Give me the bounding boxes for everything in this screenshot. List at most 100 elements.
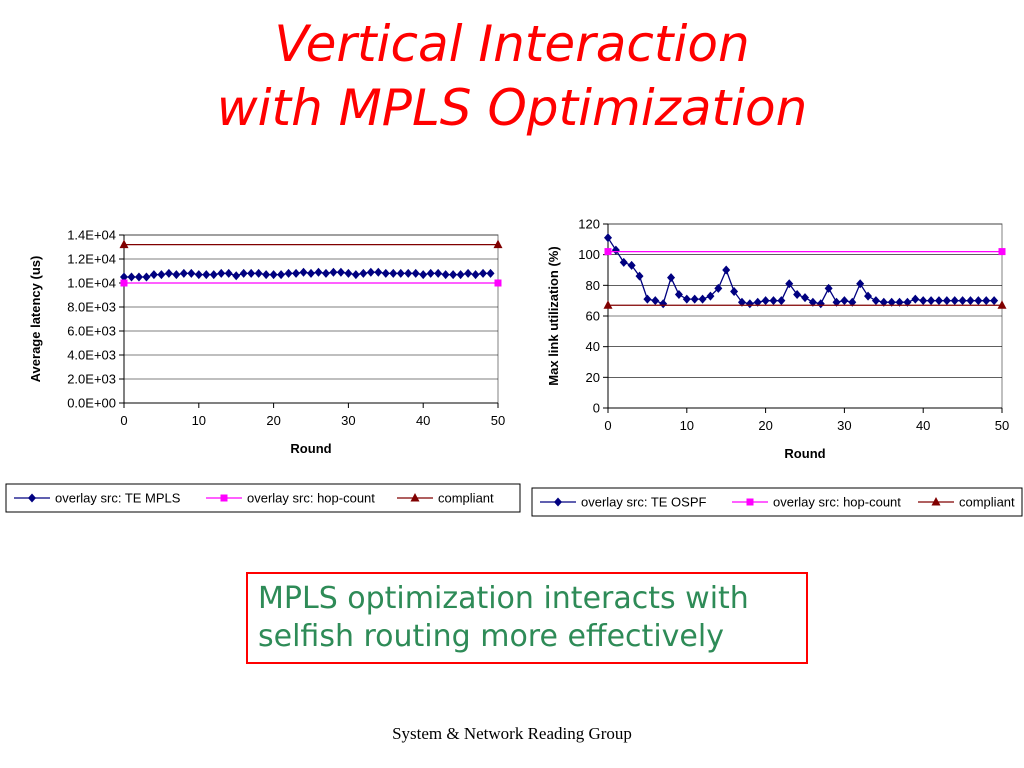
legend-label-0: overlay src: TE OSPF (581, 495, 707, 510)
data-point-s0 (307, 268, 315, 278)
data-point-s0 (209, 270, 218, 280)
data-point-s0 (871, 296, 880, 306)
data-point-s0 (172, 270, 181, 280)
data-point-s0 (745, 299, 754, 309)
x-tick-label: 40 (416, 413, 430, 428)
x-tick-label: 10 (680, 418, 694, 433)
x-tick-label: 40 (916, 418, 930, 433)
data-point-s0 (816, 299, 825, 309)
data-point-s0 (974, 296, 983, 306)
data-point-s0 (966, 296, 975, 306)
data-point-s0 (730, 286, 739, 296)
data-point-s0 (832, 297, 841, 307)
y-tick-label: 1.2E+04 (67, 252, 116, 267)
data-point-s0 (359, 268, 368, 278)
data-point-s0 (351, 270, 360, 280)
data-point-s0 (194, 270, 203, 280)
y-tick-label: 0.0E+00 (67, 396, 116, 411)
legend-marker (220, 494, 228, 502)
data-point-s1 (604, 248, 612, 256)
data-point-s0 (292, 268, 301, 278)
x-tick-label: 0 (604, 418, 611, 433)
data-point-s0 (785, 279, 794, 289)
data-point-s0 (471, 270, 480, 280)
y-tick-label: 40 (586, 339, 600, 354)
data-point-s0 (659, 299, 668, 309)
data-point-s0 (919, 296, 928, 306)
data-point-s2 (119, 239, 129, 249)
y-tick-label: 1.0E+04 (67, 276, 116, 291)
data-point-s0 (254, 268, 263, 278)
x-tick-label: 20 (758, 418, 772, 433)
data-point-s0 (801, 293, 809, 303)
data-point-s0 (942, 296, 951, 306)
y-tick-label: 6.0E+03 (67, 324, 116, 339)
legend-label-2: compliant (438, 491, 494, 506)
data-point-s0 (149, 270, 158, 280)
legend-box (5, 483, 521, 513)
data-point-s0 (411, 268, 420, 278)
title-line-2: with MPLS Optimization (216, 79, 808, 137)
data-point-s0 (911, 294, 920, 304)
data-point-s0 (127, 272, 136, 282)
x-tick-label: 0 (120, 413, 127, 428)
data-point-s0 (895, 297, 904, 307)
legend-label-1: overlay src: hop-count (247, 491, 375, 506)
data-point-s0 (848, 297, 857, 307)
data-point-s0 (202, 270, 211, 280)
data-point-s0 (389, 268, 398, 278)
data-point-s0 (434, 268, 443, 278)
data-point-s0 (396, 268, 405, 278)
data-point-s0 (927, 296, 936, 306)
x-tick-label: 50 (995, 418, 1009, 433)
data-point-s0 (217, 268, 226, 278)
data-point-s0 (269, 270, 278, 280)
x-tick-label: 30 (341, 413, 355, 428)
x-tick-label: 20 (266, 413, 280, 428)
data-point-s0 (777, 296, 786, 306)
data-point-s0 (142, 272, 151, 282)
data-point-s0 (856, 279, 865, 289)
data-point-s0 (262, 270, 271, 280)
legend-marker (554, 497, 562, 507)
data-point-s0 (157, 270, 166, 280)
data-point-s0 (611, 245, 620, 255)
data-point-s0 (232, 271, 241, 281)
data-point-s0 (990, 296, 999, 306)
data-point-s0 (134, 272, 143, 282)
data-point-s1 (494, 279, 502, 287)
data-point-s0 (336, 267, 345, 277)
y-axis-title: Average latency (us) (28, 256, 43, 383)
data-point-s1 (998, 248, 1006, 256)
callout-box: MPLS optimization interacts with selfish… (246, 572, 808, 664)
data-point-s0 (690, 294, 699, 304)
data-point-s2 (493, 239, 503, 249)
data-point-s0 (769, 296, 778, 306)
data-point-s0 (714, 283, 723, 293)
data-point-s0 (864, 291, 873, 301)
data-point-s0 (329, 267, 338, 277)
x-tick-label: 50 (491, 413, 505, 428)
latency-chart: 0.0E+00 2.0E+03 4.0E+03 6.0E+03 8.0E+03 1.0E+… (5, 228, 521, 513)
data-point-s0 (486, 268, 495, 278)
data-point-s0 (366, 267, 375, 277)
data-point-s0 (239, 268, 248, 278)
data-point-s0 (464, 268, 473, 278)
data-point-s0 (958, 296, 967, 306)
legend-marker (931, 497, 941, 506)
data-point-s0 (321, 268, 330, 278)
data-point-s0 (651, 296, 660, 306)
callout-line-1: MPLS optimization interacts with (258, 581, 749, 616)
data-point-s0 (419, 270, 428, 280)
y-tick-label: 20 (586, 370, 600, 385)
data-point-s0 (824, 283, 833, 293)
data-point-s0 (627, 260, 636, 270)
data-point-s0 (619, 257, 628, 267)
data-point-s0 (604, 233, 612, 243)
data-point-s0 (187, 268, 196, 278)
y-tick-label: 120 (578, 217, 600, 232)
title-line-1: Vertical Interaction (274, 15, 750, 73)
x-axis-title: Round (784, 446, 825, 461)
x-tick-label: 10 (192, 413, 206, 428)
y-tick-label: 60 (586, 309, 600, 324)
